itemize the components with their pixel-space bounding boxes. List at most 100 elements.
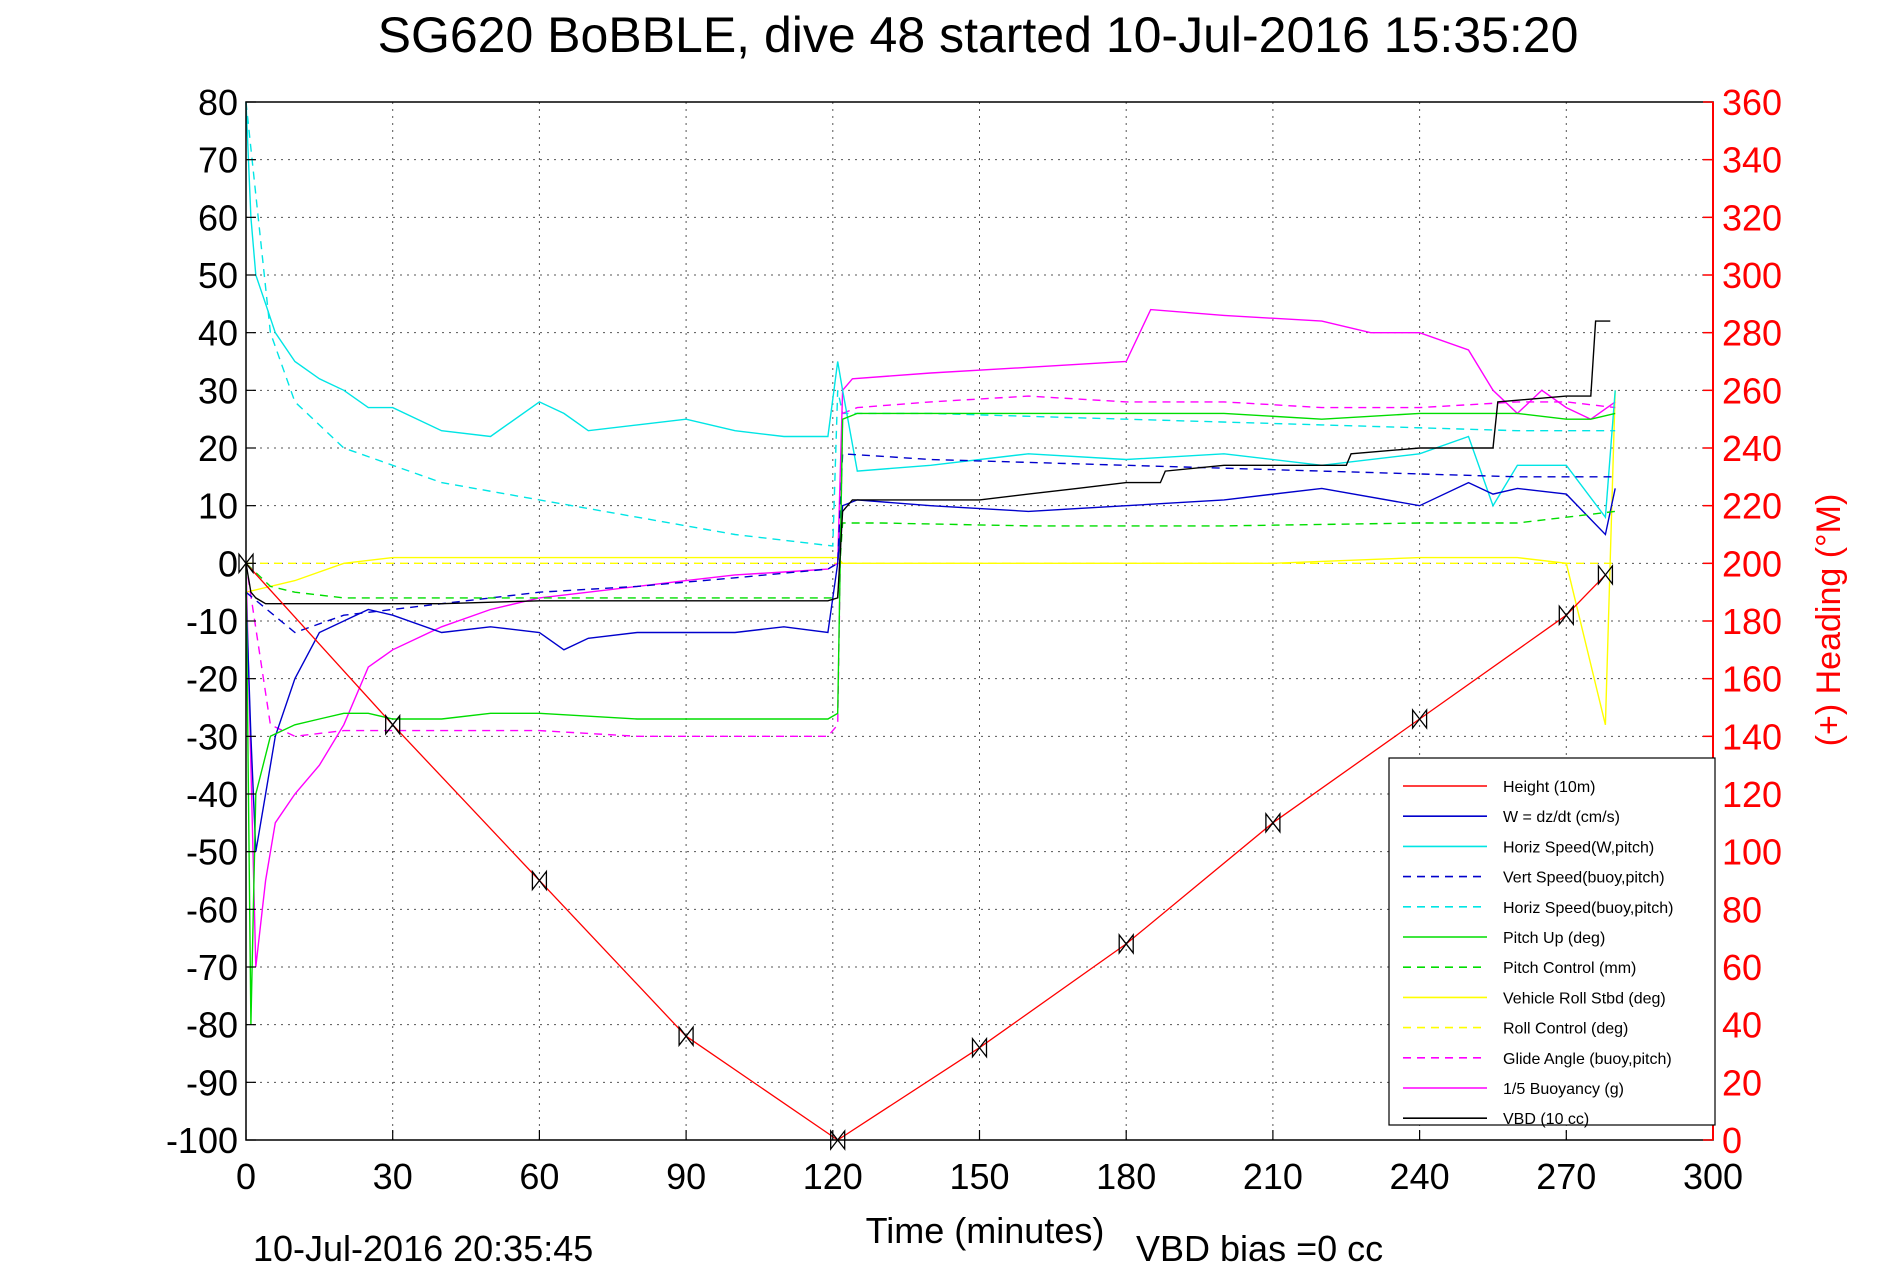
x-tick-label: 300 [1683, 1156, 1743, 1197]
depth-marker [531, 869, 548, 892]
y2-tick-label: 200 [1722, 543, 1782, 584]
depth-marker [385, 713, 401, 736]
legend-label: Roll Control (deg) [1503, 1021, 1628, 1038]
y2-tick-label: 80 [1722, 889, 1762, 930]
depth-marker [1265, 811, 1281, 834]
y-tick-label: -80 [186, 1005, 238, 1046]
y-tick-label: 0 [218, 543, 238, 584]
y2-tick-label: 280 [1722, 313, 1782, 354]
series-layer [238, 101, 1616, 1151]
y-tick-label: 80 [198, 82, 238, 123]
depth-marker [678, 1025, 694, 1048]
y-tick-label: -30 [186, 716, 238, 757]
y2-tick-label: 320 [1722, 197, 1782, 238]
y2-tick-label: 240 [1722, 428, 1782, 469]
y2-axis-label: (+) Heading (°M) [1810, 494, 1848, 747]
y-tick-label: 30 [198, 370, 238, 411]
x-tick-label: 90 [666, 1156, 706, 1197]
series-vert-speed-buoy-pitch [245, 453, 1616, 634]
y-tick-label: 20 [198, 428, 238, 469]
series-line [245, 320, 1611, 605]
legend-label: Horiz Speed(buoy,pitch) [1503, 900, 1673, 917]
series-vbd-10-cc [245, 320, 1611, 605]
x-axis-ticks: 0 30 60 90 120 150 180 210 240 270 300 [236, 1130, 1743, 1197]
series-line [245, 395, 1616, 738]
y2-tick-label: 360 [1722, 82, 1782, 123]
x-axis-label: Time (minutes) [866, 1210, 1105, 1251]
series-pitch-control-mm [245, 510, 1616, 599]
series-line [245, 390, 1616, 725]
series-line [245, 510, 1616, 599]
depth-marker [971, 1036, 988, 1059]
y2-tick-label: 0 [1722, 1120, 1742, 1161]
legend-label: Pitch Control (mm) [1503, 960, 1636, 977]
y2-tick-label: 260 [1722, 370, 1782, 411]
y2-tick-label: 120 [1722, 774, 1782, 815]
legend-label: Height (10m) [1503, 779, 1595, 796]
x-tick-label: 60 [519, 1156, 559, 1197]
depth-marker [1558, 604, 1574, 627]
series-line [245, 453, 1616, 634]
legend-label: Pitch Up (deg) [1503, 930, 1605, 947]
legend-label: Vert Speed(buoy,pitch) [1503, 870, 1665, 887]
legend-label: W = dz/dt (cm/s) [1503, 809, 1620, 826]
x-tick-label: 240 [1390, 1156, 1450, 1197]
series-horiz-speed-w-pitch [245, 101, 1616, 520]
chart-title: SG620 BoBBLE, dive 48 started 10-Jul-201… [378, 7, 1579, 63]
y2-tick-label: 160 [1722, 659, 1782, 700]
x-tick-label: 150 [949, 1156, 1009, 1197]
series-w-dz-dt-cm-s [245, 481, 1616, 852]
series-line [245, 481, 1616, 852]
y-tick-label: 70 [198, 140, 238, 181]
depth-marker [1118, 933, 1134, 955]
y-axis-ticks: 80 70 60 50 40 30 20 10 0 -10 -20 -30 -40 -50 -60 -70 -8… [166, 82, 256, 1161]
y2-tick-label: 340 [1722, 140, 1782, 181]
y-tick-label: 10 [198, 486, 238, 527]
legend-label: Vehicle Roll Stbd (deg) [1503, 990, 1666, 1007]
x-tick-label: 270 [1536, 1156, 1596, 1197]
series-horiz-speed-buoy-pitch [245, 101, 1616, 547]
legend-label: 1/5 Buoyancy (g) [1503, 1081, 1624, 1098]
y-tick-label: -90 [186, 1062, 238, 1103]
y2-tick-label: 60 [1722, 947, 1762, 988]
y-tick-label: -20 [186, 659, 238, 700]
depth-marker [1597, 563, 1614, 586]
y-tick-label: -40 [186, 774, 238, 815]
y-tick-label: -70 [186, 947, 238, 988]
legend-label: Horiz Speed(W,pitch) [1503, 839, 1654, 856]
series-line [245, 101, 1616, 547]
footer-vbd-bias: VBD bias =0 cc [1136, 1228, 1383, 1262]
y-tick-label: -50 [186, 832, 238, 873]
y2-tick-label: 100 [1722, 832, 1782, 873]
y2-tick-label: 140 [1722, 716, 1782, 757]
y2-axis-ticks: 3603403203002802602402202001801601401201… [1703, 82, 1782, 1161]
y-tick-label: 60 [198, 197, 238, 238]
y-tick-label: 50 [198, 255, 238, 296]
depth-marker [1411, 708, 1428, 730]
legend-label: Glide Angle (buoy,pitch) [1503, 1051, 1672, 1068]
depth-marker [830, 1129, 846, 1151]
x-tick-label: 180 [1096, 1156, 1156, 1197]
series-vehicle-roll-stbd-deg [245, 390, 1616, 725]
y2-tick-label: 300 [1722, 255, 1782, 296]
footer-timestamp: 10-Jul-2016 20:35:45 [253, 1228, 593, 1262]
series-pitch-up-deg [245, 412, 1616, 1025]
y-tick-label: -60 [186, 889, 238, 930]
y2-tick-label: 40 [1722, 1005, 1762, 1046]
series-height-10m [238, 552, 1614, 1151]
y-tick-label: 40 [198, 313, 238, 354]
x-tick-label: 210 [1243, 1156, 1303, 1197]
y-tick-label: -100 [166, 1120, 238, 1161]
series-glide-angle-buoy-pitch [245, 395, 1616, 738]
y-tick-label: -10 [186, 601, 238, 642]
x-tick-label: 30 [373, 1156, 413, 1197]
y2-tick-label: 180 [1722, 601, 1782, 642]
y2-tick-label: 220 [1722, 486, 1782, 527]
y2-tick-label: 20 [1722, 1062, 1762, 1103]
legend-box [1388, 757, 1716, 1126]
legend: Height (10m) W = dz/dt (cm/s) Horiz Speed(… [1388, 757, 1716, 1128]
x-tick-label: 120 [803, 1156, 863, 1197]
series-line [245, 101, 1616, 520]
legend-label: VBD (10 cc) [1503, 1111, 1589, 1128]
